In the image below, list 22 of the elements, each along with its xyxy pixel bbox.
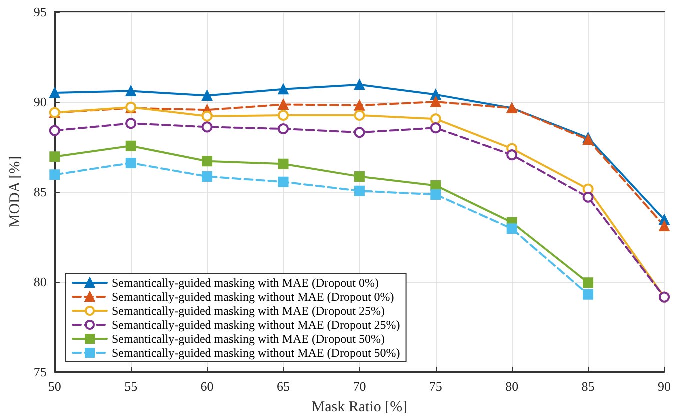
legend-label: Semantically-guided masking with MAE (Dropout 50%)	[112, 332, 385, 346]
y-tick-label: 90	[34, 94, 47, 110]
legend-label: Semantically-guided masking without MAE (Dropout 50%)	[112, 346, 400, 360]
y-axis-title: MODA [%]	[8, 156, 24, 228]
x-tick-label: 85	[582, 379, 595, 394]
x-tick-label: 75	[429, 379, 442, 394]
y-tick-label: 85	[34, 184, 47, 200]
x-tick-label: 65	[277, 379, 290, 394]
legend-label: Semantically-guided masking without MAE (Dropout 25%)	[112, 318, 400, 332]
legend-label: Semantically-guided masking with MAE (Dropout 25%)	[112, 304, 385, 318]
legend-label: Semantically-guided masking with MAE (Dropout 0%)	[112, 276, 379, 290]
y-tick-label: 75	[34, 364, 47, 380]
x-tick-label: 90	[658, 379, 671, 394]
x-tick-label: 60	[200, 379, 214, 394]
x-axis-title: Mask Ratio [%]	[312, 400, 408, 416]
y-tick-label: 80	[34, 274, 47, 290]
x-tick-label: 50	[48, 379, 62, 394]
legend-label: Semantically-guided masking without MAE (Dropout 0%)	[112, 290, 394, 304]
x-tick-label: 70	[353, 379, 366, 394]
y-tick-label: 95	[34, 4, 47, 20]
x-tick-label: 55	[124, 379, 138, 394]
x-tick-label: 80	[506, 379, 519, 394]
